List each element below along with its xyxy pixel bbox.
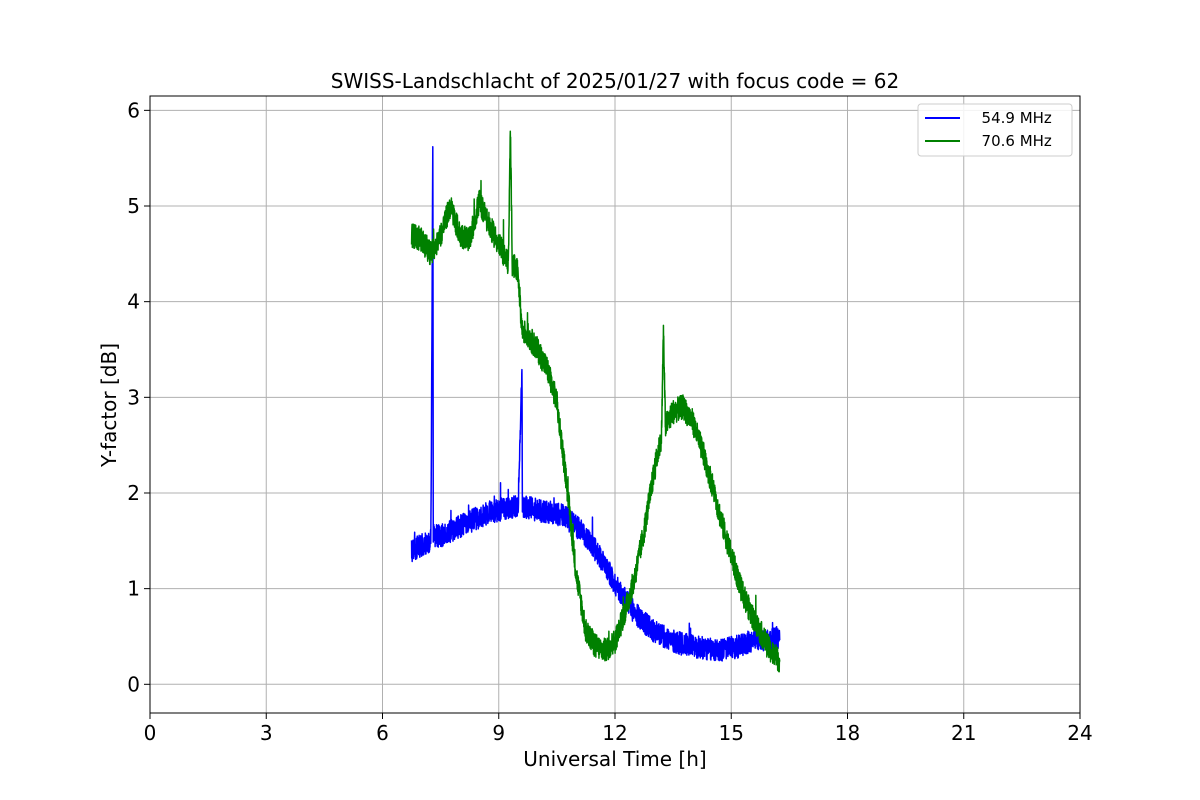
x-axis-label: Universal Time [h] [523, 747, 706, 771]
y-tick-label: 4 [127, 290, 140, 314]
legend-label-70-6: 70.6 MHz [972, 132, 1052, 150]
x-tick-label: 3 [260, 721, 273, 745]
x-tick-label: 21 [951, 721, 976, 745]
y-tick-label: 5 [127, 194, 140, 218]
series-layer [410, 130, 781, 673]
y-axis-label: Y-factor [dB] [97, 343, 121, 468]
y-tick-label: 2 [127, 481, 140, 505]
x-tick-label: 0 [144, 721, 157, 745]
series-line-1 [410, 130, 781, 673]
y-tick-label: 1 [127, 577, 140, 601]
legend-label-54-9: 54.9 MHz [972, 109, 1052, 127]
x-tick-label: 18 [835, 721, 860, 745]
y-tick-label: 6 [127, 98, 140, 122]
y-tick-label: 0 [127, 672, 140, 696]
x-tick-label: 24 [1067, 721, 1092, 745]
x-tick-label: 6 [376, 721, 389, 745]
y-tick-label: 3 [127, 385, 140, 409]
x-tick-label: 12 [602, 721, 627, 745]
legend: 54.9 MHz 70.6 MHz [917, 103, 1073, 157]
x-tick-label: 15 [719, 721, 744, 745]
x-tick-label: 9 [492, 721, 505, 745]
series-line-0 [410, 146, 781, 662]
chart-title: SWISS-Landschlacht of 2025/01/27 with fo… [331, 69, 899, 93]
